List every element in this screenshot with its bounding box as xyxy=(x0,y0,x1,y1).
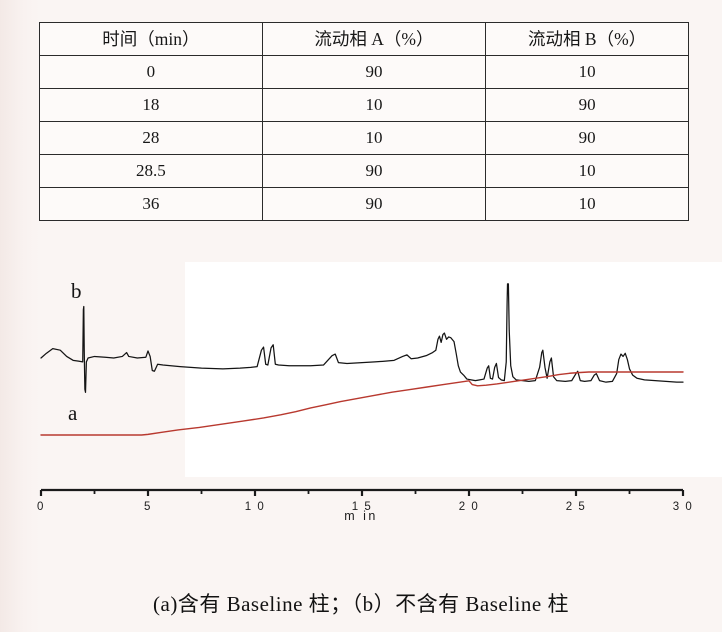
x-axis-unit-label: m in xyxy=(344,509,378,523)
x-axis-tick-label: 1 5 xyxy=(352,501,373,513)
cell-phase-b: 10 xyxy=(485,154,689,188)
table-row: 18 10 90 xyxy=(39,88,689,122)
table-header-row: 时间（min） 流动相 A（%） 流动相 B（%） xyxy=(39,22,689,56)
column-header-time: 时间（min） xyxy=(39,22,263,56)
cell-time: 36 xyxy=(39,187,263,221)
cell-time: 0 xyxy=(39,55,263,89)
cell-phase-b: 90 xyxy=(485,88,689,122)
cell-time: 28.5 xyxy=(39,154,263,188)
cell-phase-b: 10 xyxy=(485,55,689,89)
cell-time: 18 xyxy=(39,88,263,122)
column-header-mobile-phase-b: 流动相 B（%） xyxy=(485,22,689,56)
series-a-line xyxy=(40,371,684,436)
column-header-mobile-phase-a: 流动相 A（%） xyxy=(261,22,487,56)
table-row: 28 10 90 xyxy=(39,121,689,155)
x-axis-tick-label: 2 5 xyxy=(566,501,587,513)
cell-phase-a: 90 xyxy=(261,55,487,89)
cell-phase-a: 90 xyxy=(261,154,487,188)
series-a-trace xyxy=(40,371,684,436)
x-axis-tick-label: 2 0 xyxy=(459,501,480,513)
x-axis-tick-label: 5 xyxy=(144,501,152,513)
chromatogram-figure: 0 5 1 0 1 5 2 0 2 5 3 0 xyxy=(0,252,722,542)
cell-phase-a: 10 xyxy=(261,121,487,155)
cell-phase-a: 10 xyxy=(261,88,487,122)
cell-phase-b: 10 xyxy=(485,187,689,221)
figure-caption: (a)含有 Baseline 柱；（b）不含有 Baseline 柱 xyxy=(153,592,569,616)
x-axis: 0 5 1 0 1 5 2 0 2 5 3 0 xyxy=(37,488,694,513)
x-axis-ticks xyxy=(39,490,685,496)
mobile-phase-gradient-table: 时间（min） 流动相 A（%） 流动相 B（%） 0 90 10 18 10 … xyxy=(39,22,689,221)
series-b-trace xyxy=(40,283,684,393)
cell-time: 28 xyxy=(39,121,263,155)
x-axis-tick-label: 1 0 xyxy=(245,501,266,513)
table-row: 36 90 10 xyxy=(39,187,689,221)
table-row: 28.5 90 10 xyxy=(39,154,689,188)
chromatogram-svg: 0 5 1 0 1 5 2 0 2 5 3 0 xyxy=(37,283,694,513)
cell-phase-b: 90 xyxy=(485,121,689,155)
table-body: 0 90 10 18 10 90 28 10 90 28.5 90 10 36 … xyxy=(39,55,689,221)
series-b-label: b xyxy=(71,279,82,303)
series-b-line xyxy=(40,283,684,393)
series-a-label: a xyxy=(68,401,78,425)
table-row: 0 90 10 xyxy=(39,55,689,89)
x-axis-tick-labels: 0 5 1 0 1 5 2 0 2 5 3 0 xyxy=(37,501,694,513)
cell-phase-a: 90 xyxy=(261,187,487,221)
x-axis-tick-label: 3 0 xyxy=(673,501,694,513)
x-axis-tick-label: 0 xyxy=(37,501,45,513)
